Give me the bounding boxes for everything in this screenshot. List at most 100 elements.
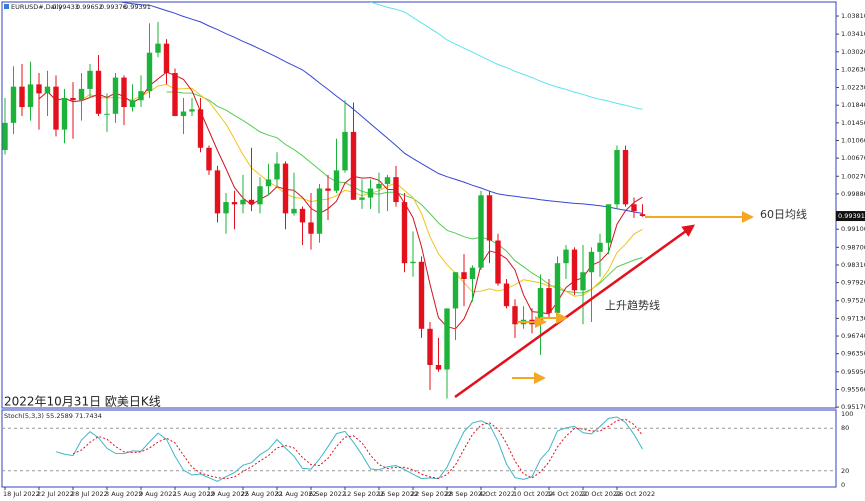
candle-body bbox=[27, 84, 34, 108]
candle-body bbox=[418, 261, 425, 329]
candle-body bbox=[61, 97, 68, 130]
x-tick-label: 6 Sep 2022 bbox=[309, 490, 346, 498]
candle-body bbox=[129, 100, 136, 108]
candle-body bbox=[240, 199, 246, 205]
candle-body bbox=[461, 272, 467, 280]
candle-body bbox=[223, 202, 229, 214]
moving-average bbox=[38, 71, 643, 330]
candle-body bbox=[146, 52, 153, 92]
symbol-icon bbox=[4, 4, 9, 9]
candle-body bbox=[274, 163, 280, 180]
stoch-d bbox=[72, 418, 643, 480]
trend-line bbox=[454, 224, 696, 399]
candle-body bbox=[588, 251, 595, 273]
candle-body bbox=[478, 195, 484, 268]
candle-body bbox=[639, 214, 646, 217]
header-high: 0.99652 bbox=[76, 3, 103, 11]
candle-body bbox=[19, 86, 25, 108]
x-tick-label: 18 Jul 2022 bbox=[3, 490, 40, 498]
y-tick-label: 1.02630 bbox=[841, 65, 865, 73]
candle-body bbox=[104, 113, 110, 115]
candle-body bbox=[155, 43, 161, 53]
annotation: 60日均线 bbox=[760, 207, 807, 221]
candle-body bbox=[291, 208, 297, 214]
current-price: 0.99391 bbox=[838, 212, 865, 220]
candle-body bbox=[401, 202, 408, 264]
y-tick-label: 1.00670 bbox=[841, 154, 865, 162]
candle-body bbox=[427, 328, 433, 366]
candle-body bbox=[206, 147, 212, 171]
indicator-panel bbox=[1, 409, 837, 488]
header-low: 0.99376 bbox=[100, 3, 127, 11]
candle-body bbox=[197, 109, 204, 148]
chart-title: 2022年10月31日 欧美日K线 bbox=[4, 395, 161, 409]
candle-body bbox=[10, 86, 17, 123]
candle-body bbox=[36, 84, 42, 94]
candle-body bbox=[350, 131, 357, 200]
x-tick-label: 19 Aug 2022 bbox=[207, 490, 249, 498]
candle-body bbox=[53, 86, 59, 130]
candle-body bbox=[333, 170, 340, 191]
indicator-tick-label: 80 bbox=[841, 424, 849, 432]
indicator-tick-label: 20 bbox=[841, 467, 849, 475]
header-close: 0.99391 bbox=[124, 3, 151, 11]
candle-body bbox=[342, 131, 348, 171]
candle-body bbox=[384, 177, 391, 184]
indicator-label: Stoch(5,3,3) 55.2589 71.7434 bbox=[4, 412, 102, 420]
y-tick-label: 1.03020 bbox=[841, 48, 865, 56]
moving-average bbox=[117, 2, 643, 214]
stoch-k bbox=[55, 416, 643, 482]
candle-body bbox=[282, 163, 289, 214]
candle-body bbox=[571, 249, 578, 291]
y-tick-label: 1.02230 bbox=[841, 84, 865, 92]
x-tick-label: 16 Sep 2022 bbox=[377, 490, 418, 498]
candle-body bbox=[112, 77, 119, 114]
candle-body bbox=[359, 197, 365, 200]
candle-body bbox=[121, 77, 127, 108]
x-tick-label: 25 Aug 2022 bbox=[241, 490, 283, 498]
x-tick-label: 22 Jul 2022 bbox=[37, 490, 74, 498]
moving-average bbox=[370, 2, 643, 110]
candle-body bbox=[537, 288, 544, 325]
candle-body bbox=[393, 177, 399, 203]
x-tick-label: 4 Oct 2022 bbox=[479, 490, 515, 498]
y-tick-label: 1.01060 bbox=[841, 137, 865, 145]
candle-body bbox=[44, 86, 51, 94]
candle-body bbox=[622, 150, 629, 205]
candle-body bbox=[376, 183, 382, 189]
x-tick-label: 28 Sep 2022 bbox=[445, 490, 486, 498]
candle-body bbox=[605, 204, 612, 243]
candle-body bbox=[138, 91, 144, 101]
x-tick-label: 9 Aug 2022 bbox=[139, 490, 177, 498]
y-tick-label: 1.01840 bbox=[841, 101, 865, 109]
candle-body bbox=[325, 188, 331, 191]
header-open: 0.99433 bbox=[52, 3, 79, 11]
indicator-tick-label: 100 bbox=[841, 410, 853, 418]
x-tick-label: 14 Oct 2022 bbox=[547, 490, 587, 498]
candle-body bbox=[435, 365, 442, 370]
candle-body bbox=[546, 288, 552, 313]
x-tick-label: 12 Sep 2022 bbox=[343, 490, 384, 498]
candle-body bbox=[265, 179, 272, 187]
candle-body bbox=[95, 70, 102, 114]
candle-body bbox=[631, 204, 637, 212]
candle-body bbox=[452, 272, 459, 309]
y-tick-label: 1.03410 bbox=[841, 30, 865, 38]
x-tick-label: 28 Jul 2022 bbox=[71, 490, 108, 498]
candle-body bbox=[172, 73, 178, 117]
candle-body bbox=[2, 122, 8, 151]
candle-body bbox=[512, 306, 518, 325]
plot bbox=[2, 2, 646, 399]
candle-body bbox=[367, 188, 374, 198]
candle-body bbox=[580, 272, 586, 291]
x-tick-label: 31 Aug 2022 bbox=[275, 490, 317, 498]
candle-body bbox=[316, 188, 323, 234]
